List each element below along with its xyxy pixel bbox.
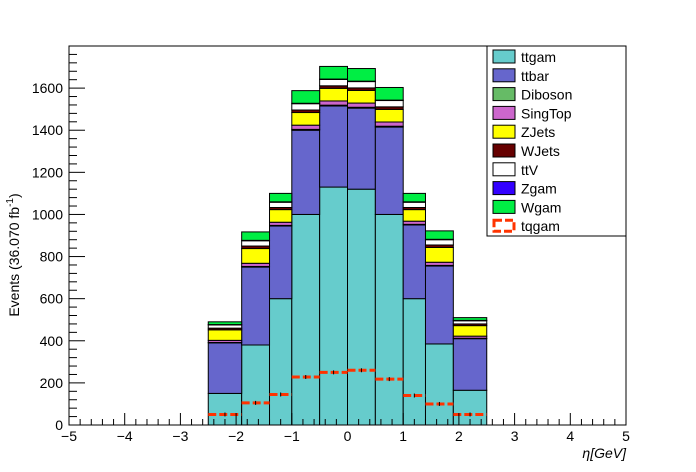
x-tick-label: −4 (117, 428, 133, 444)
bar-ttbar-bin-7 (402, 224, 426, 300)
bar-ttv-bin-6 (374, 100, 404, 108)
legend: ttgam ttbar Diboson SingTop ZJets WJets ttV Zga… (486, 45, 627, 237)
y-tick-label: 200 (40, 375, 64, 391)
bar-ttgam-bin-1 (241, 344, 271, 426)
bar-ttv-bin-7 (402, 201, 426, 208)
legend-label-ttv: ttV (521, 162, 539, 178)
legend-label-diboson: Diboson (521, 87, 572, 103)
bar-zjets-bin-6 (374, 108, 404, 123)
bar-ttgam-bin-6 (374, 213, 404, 426)
bar-zjets-bin-0 (207, 329, 243, 341)
y-tick-label: 600 (40, 291, 64, 307)
legend-label-singtop: SingTop (521, 105, 572, 121)
bar-ttv-bin-5 (347, 81, 376, 89)
legend-label-zgam: Zgam (521, 181, 557, 197)
bar-singtop-bin-4 (319, 100, 348, 106)
x-tick-label: 2 (455, 428, 463, 444)
legend-label-wjets: WJets (521, 143, 560, 159)
legend-swatch-diboson (492, 87, 516, 102)
x-tick-label: −3 (172, 428, 188, 444)
bar-ttgam-bin-8 (424, 343, 454, 426)
y-tick-label: 0 (55, 417, 63, 433)
legend-swatch-zgam (492, 181, 516, 196)
bar-wgam-bin-6 (374, 86, 404, 101)
legend-swatch-zjets (492, 124, 516, 139)
legend-swatch-ttv (492, 162, 516, 177)
legend-label-tqgam: tqgam (521, 218, 560, 234)
bar-zjets-bin-3 (291, 112, 321, 126)
x-tick-label: −1 (284, 428, 300, 444)
y-tick-label: 1400 (32, 122, 63, 138)
x-axis: −5 −4 −3 −2 −1 0 1 2 3 4 5 (61, 413, 630, 444)
bar-wgam-bin-4 (319, 65, 348, 80)
bar-ttv-bin-8 (424, 239, 454, 246)
bar-ttbar-bin-0 (207, 342, 243, 394)
bar-ttgam-bin-2 (269, 298, 293, 426)
bar-wgam-bin-3 (291, 90, 321, 104)
histogram-bars (207, 65, 488, 426)
bar-singtop-bin-5 (347, 102, 376, 108)
bar-ttbar-bin-9 (452, 338, 488, 391)
bar-zjets-bin-4 (319, 87, 348, 102)
legend-swatch-tqgam (492, 218, 516, 233)
y-tick-label: 1000 (32, 206, 63, 222)
bar-singtop-bin-6 (374, 121, 404, 127)
bar-ttv-bin-3 (291, 103, 321, 111)
bar-zjets-bin-7 (402, 209, 426, 222)
bar-wgam-bin-0 (207, 321, 243, 326)
legend-swatch-ttgam (492, 49, 516, 64)
y-tick-label: 1200 (32, 164, 63, 180)
x-tick-label: −2 (228, 428, 244, 444)
bar-wgam-bin-2 (269, 192, 293, 203)
y-tick-label: 800 (40, 249, 64, 265)
bar-ttbar-bin-6 (374, 126, 404, 215)
bar-ttv-bin-2 (269, 201, 293, 208)
bar-zjets-bin-2 (269, 209, 293, 223)
bar-zjets-bin-5 (347, 89, 376, 104)
bar-singtop-bin-3 (291, 124, 321, 130)
legend-swatch-ttbar (492, 68, 516, 83)
bar-wgam-bin-5 (347, 68, 376, 82)
bar-zjets-bin-9 (452, 325, 488, 337)
bar-ttbar-bin-8 (424, 265, 454, 345)
bar-zjets-bin-1 (241, 248, 271, 264)
legend-label-wgam: Wgam (521, 199, 561, 215)
y-tick-label: 400 (40, 333, 64, 349)
bar-wgam-bin-7 (402, 192, 426, 203)
bar-ttbar-bin-1 (241, 266, 271, 346)
x-tick-label: 0 (344, 428, 352, 444)
legend-swatch-wjets (492, 143, 516, 158)
legend-label-ttbar: ttbar (521, 68, 549, 84)
bar-ttgam-bin-7 (402, 298, 426, 426)
y-axis: 0 200 400 600 800 1000 1200 1400 1600 (32, 53, 85, 433)
y-tick-label: 1600 (32, 80, 63, 96)
bar-ttgam-bin-3 (291, 213, 321, 426)
x-tick-label: 4 (566, 428, 574, 444)
x-tick-label: 3 (511, 428, 519, 444)
bar-ttbar-bin-4 (319, 105, 348, 188)
bar-ttv-bin-4 (319, 78, 348, 87)
bar-wgam-bin-1 (241, 231, 271, 241)
legend-swatch-wgam (492, 199, 516, 214)
legend-swatch-singtop (492, 105, 516, 120)
bar-ttgam-bin-4 (319, 186, 348, 426)
bar-ttbar-bin-2 (269, 225, 293, 300)
bar-wgam-bin-8 (424, 230, 454, 240)
y-axis-title: Events (36.070 fb-1) (5, 193, 22, 316)
bar-ttbar-bin-3 (291, 129, 321, 215)
bar-wgam-bin-9 (452, 317, 488, 321)
bar-ttbar-bin-5 (347, 107, 376, 190)
legend-label-zjets: ZJets (521, 124, 555, 140)
x-tick-label: 5 (622, 428, 630, 444)
x-axis-title: η[GeV] (582, 445, 627, 461)
bar-ttv-bin-1 (241, 240, 271, 247)
x-tick-label: −5 (61, 428, 77, 444)
bar-ttgam-bin-5 (347, 188, 376, 426)
bar-zjets-bin-8 (424, 247, 454, 263)
x-tick-label: 1 (399, 428, 407, 444)
legend-label-ttgam: ttgam (521, 49, 556, 65)
